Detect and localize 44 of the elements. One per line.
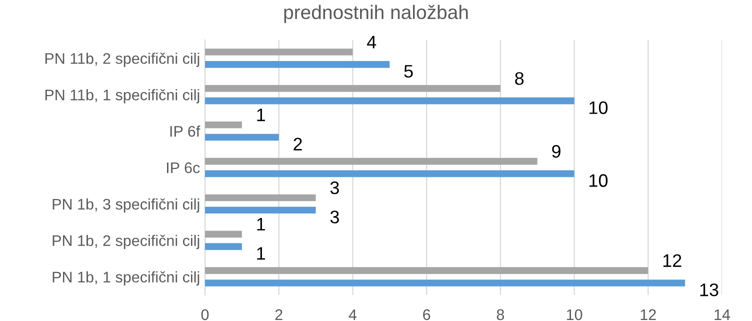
x-tick-label: 2 [275, 309, 282, 320]
bar [205, 194, 316, 202]
data-label: 10 [590, 101, 608, 114]
y-tick-label: PN 11b, 2 specifični cilj [45, 52, 200, 67]
data-label: 13 [700, 283, 718, 296]
data-label: 3 [330, 210, 339, 224]
bar [205, 97, 574, 104]
bar [205, 267, 648, 274]
x-tick-label: 10 [566, 309, 582, 320]
y-tick-label: IP 6f [170, 126, 200, 137]
bar [205, 230, 242, 238]
bar [205, 158, 538, 165]
data-label: 4 [367, 36, 376, 48]
y-tick-label: PN 1b, 1 specifični cilj [52, 271, 200, 286]
bar [205, 61, 390, 68]
x-tick-label: 8 [496, 309, 504, 320]
data-label: 12 [663, 254, 682, 267]
data-label: 1 [257, 247, 265, 260]
y-tick-label: PN 1b, 3 specifični cilj [52, 198, 200, 213]
data-label: 3 [330, 181, 339, 194]
x-tick-label: 6 [423, 309, 430, 320]
data-label: 9 [552, 144, 560, 158]
bar [205, 206, 316, 214]
x-tick-label: 12 [640, 309, 656, 320]
chart-title: prednostnih naložbah [284, 4, 468, 24]
bar [205, 134, 279, 141]
y-tick-label: PN 11b, 1 specifični cilj [45, 89, 200, 104]
data-label: 1 [257, 218, 265, 230]
y-tick-label: IP 6c [167, 162, 200, 174]
bar [205, 121, 242, 128]
bar [205, 280, 686, 286]
data-label: 1 [257, 108, 265, 122]
bar [205, 85, 500, 92]
x-tick-label: 0 [201, 309, 209, 320]
x-tick-label: 14 [714, 309, 730, 320]
data-label: 5 [404, 65, 413, 78]
x-tick-label: 4 [348, 309, 357, 320]
data-label: 10 [590, 174, 608, 187]
bar [205, 170, 574, 178]
y-tick-label: PN 1b, 2 specifični cilj [52, 234, 200, 250]
data-label: 8 [515, 72, 524, 85]
bar [205, 48, 353, 56]
bar [205, 243, 242, 250]
data-label: 2 [294, 138, 302, 150]
